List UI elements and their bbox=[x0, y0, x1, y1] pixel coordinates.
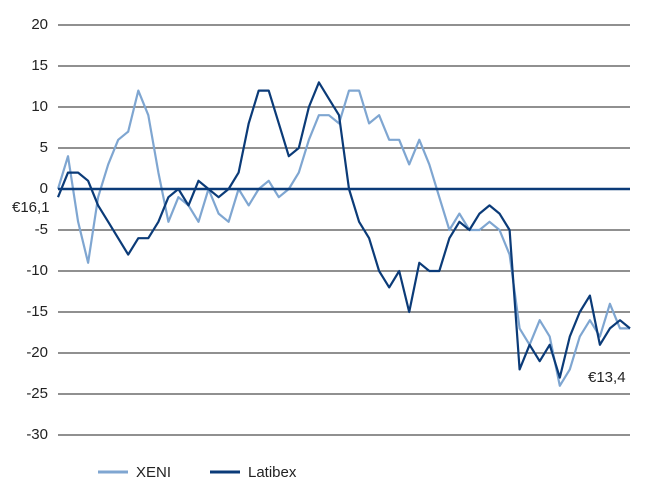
legend-label: XENI bbox=[136, 464, 171, 481]
y-tick-label: 20 bbox=[31, 16, 48, 33]
series-line bbox=[56, 89, 630, 387]
y-tick-label: -30 bbox=[26, 426, 48, 443]
y-tick-label: 0 bbox=[40, 180, 48, 197]
series-line bbox=[56, 81, 631, 379]
y-tick-label: -25 bbox=[26, 385, 48, 402]
y-tick-label: -5 bbox=[35, 221, 48, 238]
y-tick-label: -20 bbox=[26, 344, 48, 361]
y-tick-label: 15 bbox=[31, 57, 48, 74]
annotation: €13,4 bbox=[588, 369, 626, 386]
y-tick-label: 5 bbox=[40, 139, 48, 156]
y-tick-label: 10 bbox=[31, 98, 48, 115]
y-tick-label: -15 bbox=[26, 303, 48, 320]
annotation: €16,1 bbox=[12, 199, 50, 216]
y-tick-label: -10 bbox=[26, 262, 48, 279]
legend-label: Latibex bbox=[248, 464, 297, 481]
